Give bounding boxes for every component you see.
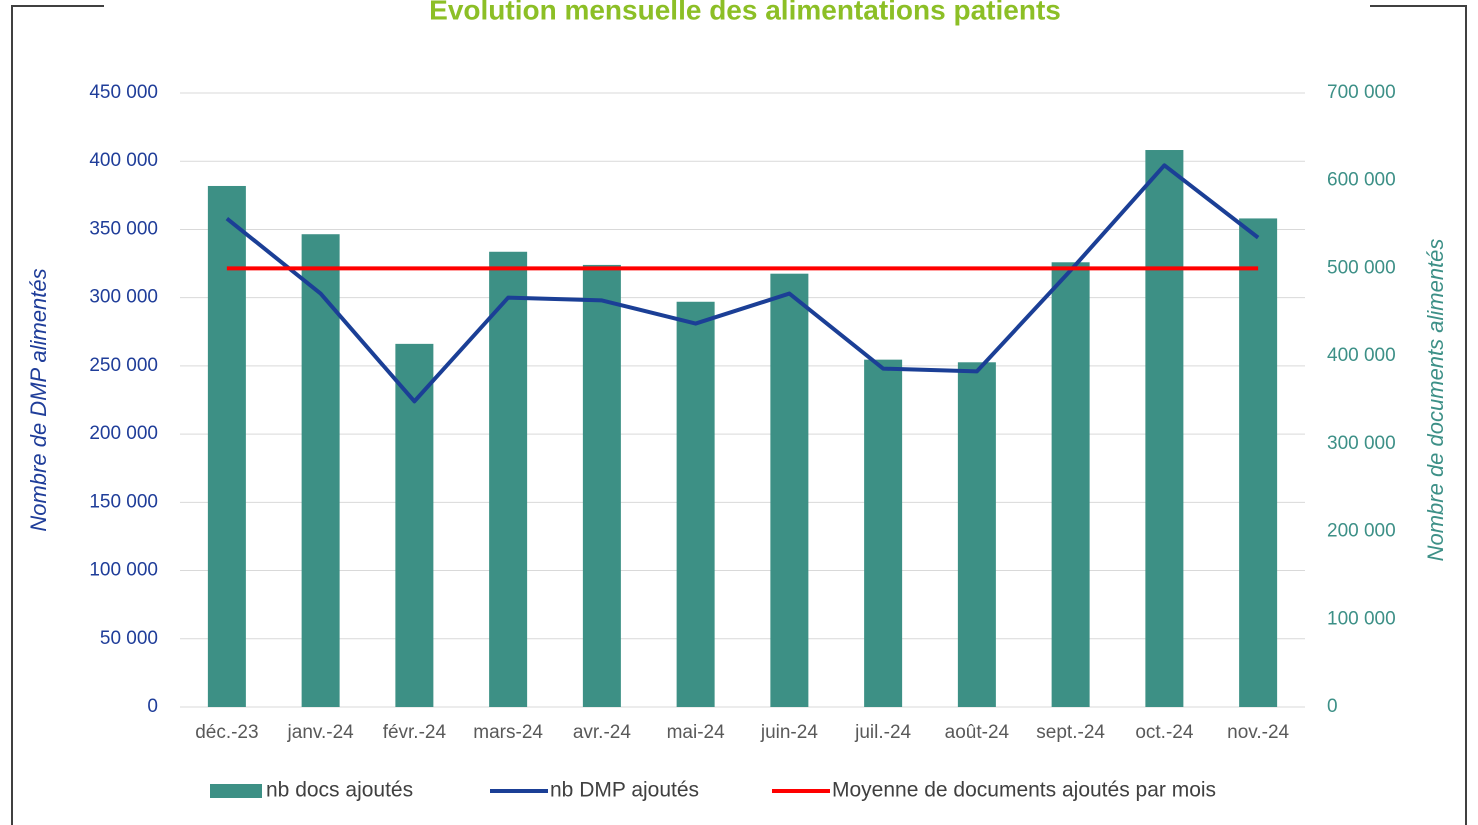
frame-right (1370, 5, 1467, 825)
y-tick-label: 350 000 (89, 218, 158, 239)
bar (957, 362, 996, 707)
y-tick-label: 400 000 (89, 150, 158, 171)
x-tick-label: août-24 (945, 722, 1010, 743)
x-tick-label: janv.-24 (287, 722, 355, 743)
x-tick-label: sept.-24 (1036, 722, 1105, 743)
y2-tick-label: 700 000 (1327, 82, 1396, 103)
x-tick-label: avr.-24 (573, 722, 632, 743)
bar (1145, 150, 1184, 707)
y2-tick-label: 400 000 (1327, 345, 1396, 366)
bar (489, 251, 528, 707)
x-tick-label: juin-24 (760, 722, 818, 743)
x-tick-label: déc.-23 (195, 722, 258, 743)
legend-label: nb DMP ajoutés (550, 779, 699, 802)
y-tick-label: 150 000 (89, 491, 158, 512)
line-series (225, 163, 1260, 404)
y-tick-label: 450 000 (89, 82, 158, 103)
x-tick-label: juil.-24 (854, 722, 911, 743)
y2-tick-label: 600 000 (1327, 170, 1396, 191)
bar (864, 359, 903, 707)
y2-tick-label: 300 000 (1327, 433, 1396, 454)
y2-tick-label: 500 000 (1327, 257, 1396, 278)
chart-title: Évolution mensuelle des alimentations pa… (429, 0, 1061, 25)
y-axis-label: Nombre de DMP alimentés (26, 268, 51, 531)
x-tick-label: mars-24 (473, 722, 543, 743)
legend-swatch (210, 784, 262, 798)
y-tick-label: 50 000 (100, 628, 158, 649)
bar (582, 264, 621, 707)
bar (301, 234, 340, 707)
frame-left (11, 5, 104, 825)
bar (1239, 218, 1278, 707)
y2-tick-label: 100 000 (1327, 608, 1396, 629)
bar (207, 185, 246, 707)
legend-label: Moyenne de documents ajoutés par mois (832, 779, 1216, 802)
bar (395, 343, 434, 707)
y-tick-label: 200 000 (89, 423, 158, 444)
y-tick-label: 0 (147, 696, 158, 717)
y2-tick-label: 200 000 (1327, 521, 1396, 542)
x-tick-label: mai-24 (667, 722, 726, 743)
y-tick-label: 250 000 (89, 355, 158, 376)
y2-tick-label: 0 (1327, 696, 1338, 717)
y2-axis-label: Nombre de documents alimentés (1423, 239, 1448, 562)
x-tick-label: oct.-24 (1135, 722, 1194, 743)
bar (770, 273, 809, 707)
y-tick-label: 300 000 (89, 287, 158, 308)
bar (676, 301, 715, 707)
bar (1051, 262, 1090, 707)
x-tick-label: nov.-24 (1227, 722, 1289, 743)
x-tick-label: févr.-24 (383, 722, 447, 743)
y-tick-label: 100 000 (89, 560, 158, 581)
legend-label: nb docs ajoutés (266, 779, 413, 802)
